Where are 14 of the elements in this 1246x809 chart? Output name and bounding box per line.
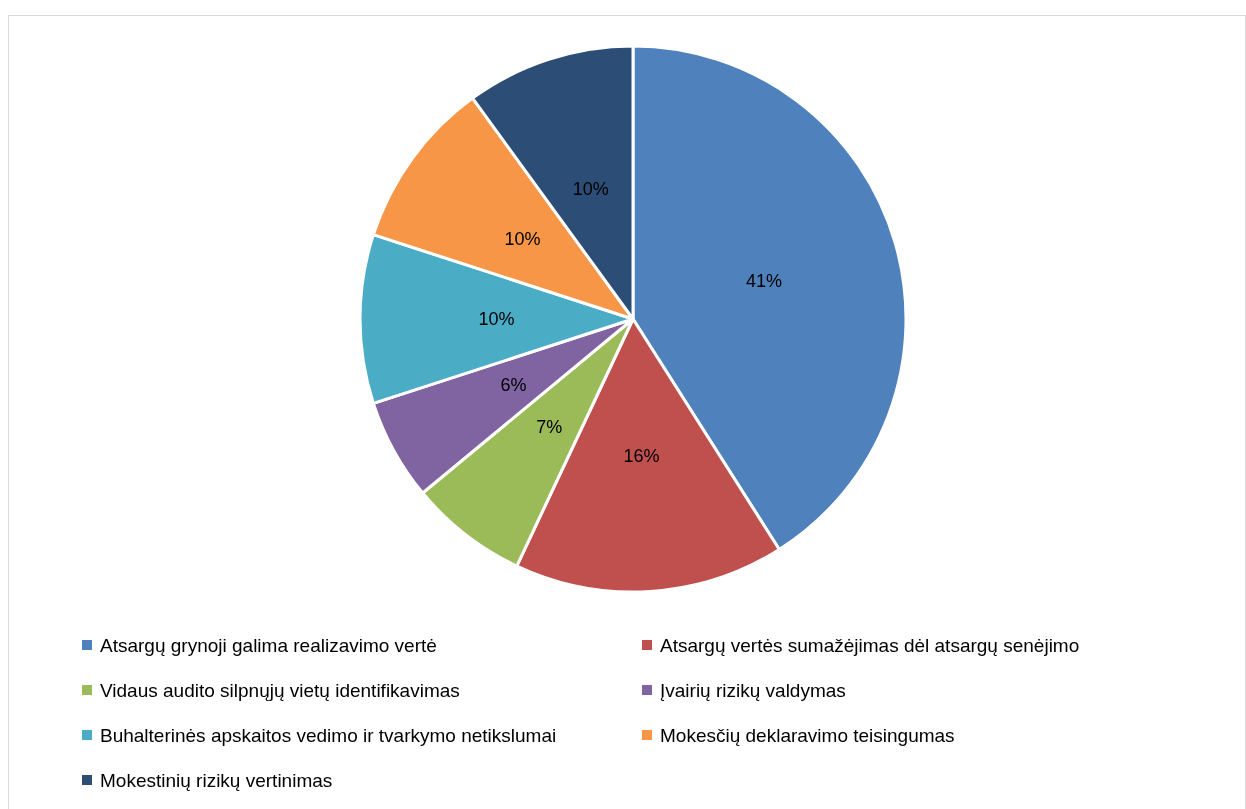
data-label: 41%: [746, 271, 783, 292]
data-label: 10%: [504, 229, 541, 250]
legend-label: Vidaus audito silpnųjų vietų identifikavimas: [100, 679, 460, 701]
legend-label: Atsargų grynoji galima realizavimo vertė: [100, 634, 437, 656]
data-label: 10%: [572, 179, 609, 200]
legend-label: Mokesčių deklaravimo teisingumas: [660, 724, 955, 746]
legend-label: Buhalterinės apskaitos vedimo ir tvarkymo netikslumai: [100, 724, 557, 746]
data-label: 16%: [623, 445, 660, 466]
data-label: 7%: [536, 417, 563, 438]
legend-label: Įvairių rizikų valdymas: [660, 679, 846, 701]
legend-label: Mokestinių rizikų vertinimas: [100, 769, 333, 791]
data-label: 6%: [500, 375, 527, 396]
legend-label: Atsargų vertės sumažėjimas dėl atsargų senėjimo: [660, 634, 1080, 656]
data-label: 10%: [478, 309, 515, 330]
